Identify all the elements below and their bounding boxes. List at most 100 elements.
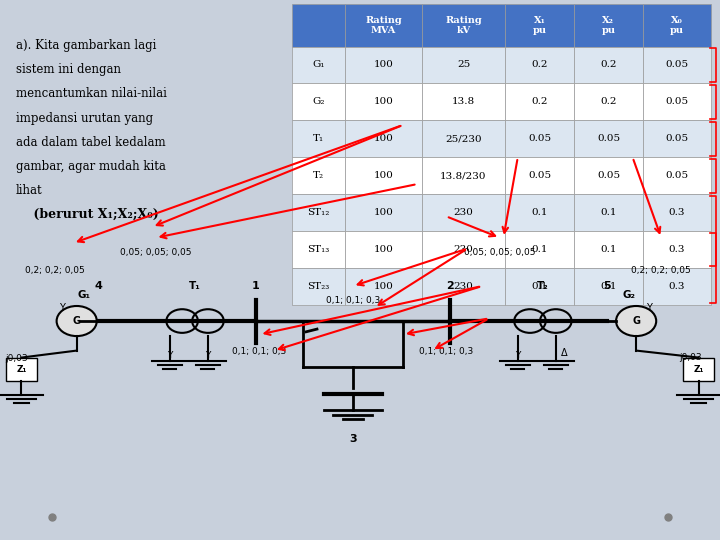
Text: G₁: G₁ bbox=[312, 60, 325, 70]
Text: 230: 230 bbox=[454, 282, 474, 291]
Text: 0.3: 0.3 bbox=[669, 245, 685, 254]
Circle shape bbox=[57, 306, 96, 336]
Bar bbox=[421, 46, 505, 84]
Text: 100: 100 bbox=[374, 134, 393, 143]
Bar bbox=[505, 46, 574, 84]
Text: T₁: T₁ bbox=[189, 281, 201, 292]
Text: Z₁: Z₁ bbox=[693, 365, 703, 374]
Text: Y: Y bbox=[205, 350, 211, 360]
Bar bbox=[574, 157, 643, 194]
Text: 5: 5 bbox=[603, 281, 611, 292]
Bar bbox=[421, 194, 505, 231]
Bar bbox=[421, 231, 505, 268]
Text: 100: 100 bbox=[374, 171, 393, 180]
Text: mencantumkan nilai-nilai: mencantumkan nilai-nilai bbox=[16, 87, 166, 100]
Text: 2: 2 bbox=[446, 281, 454, 292]
Text: 0.1: 0.1 bbox=[600, 282, 617, 291]
Text: 0,2; 0,2; 0,05: 0,2; 0,2; 0,05 bbox=[25, 266, 85, 275]
Text: 13.8: 13.8 bbox=[452, 97, 475, 106]
Text: j0,03: j0,03 bbox=[680, 353, 702, 362]
Text: 0.2: 0.2 bbox=[531, 60, 548, 70]
Bar bbox=[574, 84, 643, 120]
Bar bbox=[643, 84, 711, 120]
Text: ST₁₃: ST₁₃ bbox=[307, 245, 330, 254]
Text: X₂
pu: X₂ pu bbox=[601, 16, 616, 35]
Text: Rating
kV: Rating kV bbox=[445, 16, 482, 35]
Text: 100: 100 bbox=[374, 60, 393, 70]
Bar bbox=[292, 120, 346, 157]
Text: 0.1: 0.1 bbox=[531, 208, 548, 217]
Text: ST₂₃: ST₂₃ bbox=[307, 282, 330, 291]
Text: Y: Y bbox=[60, 303, 66, 313]
Bar bbox=[574, 120, 643, 157]
Text: 0,05; 0,05; 0,05: 0,05; 0,05; 0,05 bbox=[120, 247, 192, 256]
Bar bbox=[421, 84, 505, 120]
Text: 0,1; 0,1; 0,3: 0,1; 0,1; 0,3 bbox=[325, 296, 380, 305]
Bar bbox=[292, 268, 346, 305]
Text: 100: 100 bbox=[374, 97, 393, 106]
Bar bbox=[643, 268, 711, 305]
Text: 0.2: 0.2 bbox=[600, 97, 617, 106]
Bar bbox=[346, 231, 421, 268]
Text: Y: Y bbox=[167, 350, 173, 360]
Text: Y: Y bbox=[646, 303, 652, 313]
Text: 0.3: 0.3 bbox=[669, 282, 685, 291]
FancyBboxPatch shape bbox=[683, 357, 714, 381]
Text: lihat: lihat bbox=[16, 184, 42, 197]
Bar bbox=[346, 194, 421, 231]
Bar bbox=[346, 157, 421, 194]
Text: 0.05: 0.05 bbox=[528, 134, 552, 143]
Bar bbox=[346, 4, 421, 46]
Bar bbox=[643, 231, 711, 268]
Bar bbox=[643, 194, 711, 231]
Text: X₀
pu: X₀ pu bbox=[670, 16, 684, 35]
Text: 0.05: 0.05 bbox=[665, 134, 688, 143]
Text: G: G bbox=[632, 316, 640, 326]
Text: Y: Y bbox=[515, 350, 521, 360]
Text: (berurut X₁;X₂;X₀): (berurut X₁;X₂;X₀) bbox=[16, 208, 158, 221]
Bar bbox=[574, 231, 643, 268]
Bar bbox=[643, 120, 711, 157]
Text: 0.1: 0.1 bbox=[600, 208, 617, 217]
Bar bbox=[505, 231, 574, 268]
Text: Δ: Δ bbox=[561, 348, 568, 358]
Text: sistem ini dengan: sistem ini dengan bbox=[16, 63, 121, 76]
Bar bbox=[421, 157, 505, 194]
Text: 0.1: 0.1 bbox=[531, 282, 548, 291]
Text: G₁: G₁ bbox=[77, 289, 91, 300]
Text: 0.05: 0.05 bbox=[597, 171, 620, 180]
Text: a). Kita gambarkan lagi: a). Kita gambarkan lagi bbox=[16, 39, 156, 52]
Text: 0.3: 0.3 bbox=[669, 208, 685, 217]
Text: 100: 100 bbox=[374, 208, 393, 217]
Text: 0.2: 0.2 bbox=[531, 97, 548, 106]
Text: G₂: G₂ bbox=[312, 97, 325, 106]
Text: ada dalam tabel kedalam: ada dalam tabel kedalam bbox=[16, 136, 166, 148]
Text: G₂: G₂ bbox=[623, 289, 636, 300]
Text: 0,1; 0,1; 0,3: 0,1; 0,1; 0,3 bbox=[233, 347, 287, 356]
Text: 0,2; 0,2; 0,05: 0,2; 0,2; 0,05 bbox=[631, 266, 691, 275]
Text: 230: 230 bbox=[454, 208, 474, 217]
Bar bbox=[346, 120, 421, 157]
Bar bbox=[421, 120, 505, 157]
Text: 0.05: 0.05 bbox=[665, 60, 688, 70]
Text: 100: 100 bbox=[374, 282, 393, 291]
Bar bbox=[292, 194, 346, 231]
Bar bbox=[505, 268, 574, 305]
Bar bbox=[574, 4, 643, 46]
Bar bbox=[346, 84, 421, 120]
Text: Z₁: Z₁ bbox=[17, 365, 27, 374]
Text: 0.05: 0.05 bbox=[665, 97, 688, 106]
Bar bbox=[505, 4, 574, 46]
Bar bbox=[643, 157, 711, 194]
Text: 0.05: 0.05 bbox=[665, 171, 688, 180]
Text: ST₁₂: ST₁₂ bbox=[307, 208, 330, 217]
Bar bbox=[643, 46, 711, 84]
Text: 0.2: 0.2 bbox=[600, 60, 617, 70]
Text: 230: 230 bbox=[454, 245, 474, 254]
Text: 0.1: 0.1 bbox=[531, 245, 548, 254]
Text: T₂: T₂ bbox=[313, 171, 324, 180]
Bar bbox=[505, 84, 574, 120]
Text: G: G bbox=[73, 316, 81, 326]
Bar bbox=[292, 4, 346, 46]
Text: 1: 1 bbox=[252, 281, 260, 292]
